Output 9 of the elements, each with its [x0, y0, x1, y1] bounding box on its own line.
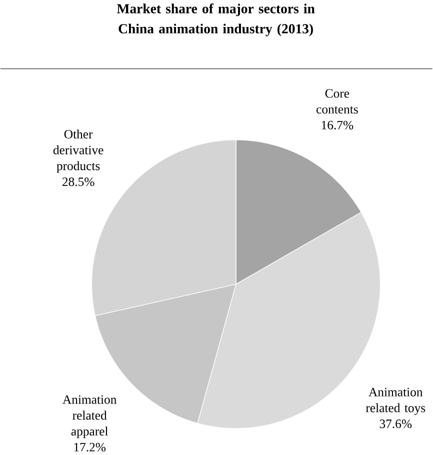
data-label: 28.5%	[62, 178, 94, 186]
data-label: 37.6%	[380, 420, 412, 428]
slice-label: Other derivative products	[53, 130, 104, 173]
data-label: 16.7%	[322, 120, 354, 130]
slice-label: Core contents	[316, 89, 358, 114]
data-label: 17.2%	[74, 442, 106, 452]
chart-title: Market share of major sectors in China animation industry (2013)	[116, 4, 315, 36]
slice-label: Animation related toys	[366, 388, 426, 415]
slice-label: Animation related apparel	[62, 395, 116, 438]
